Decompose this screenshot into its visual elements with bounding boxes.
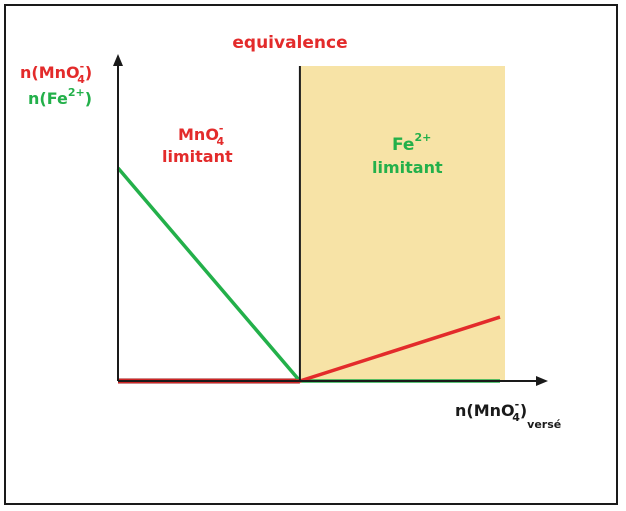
right-region-limitant: limitant [372, 158, 443, 177]
y-label-mno4: n(MnO-4) [20, 60, 92, 86]
fe-limiting-region [299, 66, 505, 381]
x-axis-arrow [536, 376, 548, 386]
left-region-limitant: limitant [162, 147, 233, 166]
x-axis-label: n(MnO-4)versé [455, 398, 561, 431]
left-region-species: MnO-4 [178, 122, 225, 148]
right-region-species: Fe2+ [392, 131, 431, 155]
equivalence-label: equivalence [232, 33, 347, 53]
y-axis-arrow [113, 54, 123, 66]
y-label-fe2: n(Fe2+) [28, 86, 92, 108]
